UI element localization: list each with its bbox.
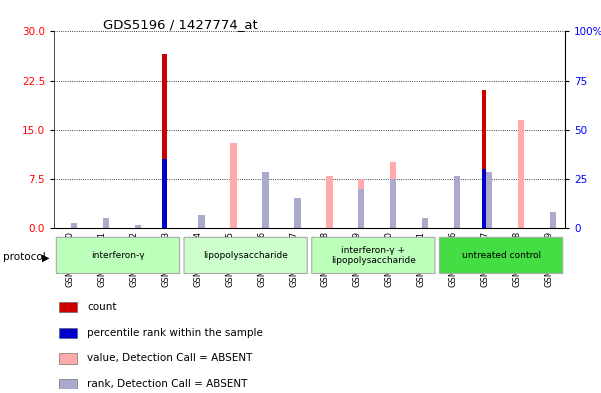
Bar [326,176,332,228]
Bar [422,218,429,228]
Bar [262,172,269,228]
Bar [358,179,364,228]
Bar [135,225,141,228]
Bar [59,328,77,338]
Bar [198,218,205,228]
Bar [59,353,77,364]
Bar [454,195,460,228]
FancyBboxPatch shape [312,237,435,274]
Bar [390,179,397,228]
Bar [390,162,397,228]
Bar [517,120,524,228]
Text: rank, Detection Call = ABSENT: rank, Detection Call = ABSENT [87,379,248,389]
Text: lipopolysaccharide: lipopolysaccharide [203,251,288,260]
Bar [486,172,492,228]
Bar [198,215,205,228]
Bar [162,159,167,228]
FancyBboxPatch shape [56,237,180,274]
Text: GDS5196 / 1427774_at: GDS5196 / 1427774_at [103,18,258,31]
Bar [294,198,300,228]
Bar [262,198,269,228]
Text: value, Detection Call = ABSENT: value, Detection Call = ABSENT [87,353,252,364]
Text: protocol: protocol [3,252,46,263]
Bar [482,169,486,228]
Bar [550,211,556,228]
Bar [358,189,364,228]
Bar [230,143,237,228]
Bar [135,225,141,228]
Text: interferon-γ +
lipopolysaccharide: interferon-γ + lipopolysaccharide [331,246,416,265]
Text: interferon-γ: interferon-γ [91,251,145,260]
Bar [454,176,460,228]
FancyBboxPatch shape [184,237,307,274]
Bar [482,90,486,228]
Bar [59,302,77,312]
Text: percentile rank within the sample: percentile rank within the sample [87,328,263,338]
Text: ▶: ▶ [42,252,49,263]
Bar [59,379,77,389]
Bar [103,218,109,228]
Bar [71,223,77,228]
Text: count: count [87,302,117,312]
FancyBboxPatch shape [439,237,563,274]
Bar [162,54,167,228]
Text: untreated control: untreated control [462,251,541,260]
